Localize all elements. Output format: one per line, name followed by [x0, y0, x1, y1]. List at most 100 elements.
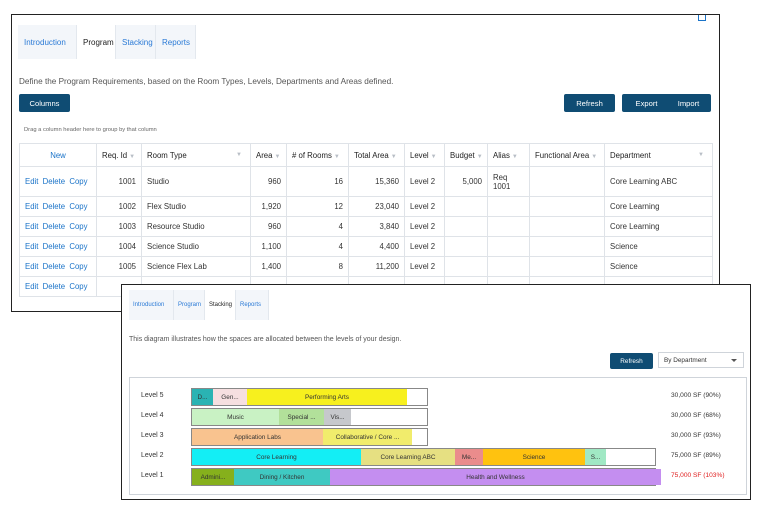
filter-icon[interactable]: ▼	[333, 153, 340, 160]
department-segment[interactable]: Dining / Kitchen	[234, 469, 330, 485]
cell-room-type: Resource Studio	[141, 216, 251, 237]
filter-icon[interactable]: ▼	[274, 153, 281, 160]
stacking-tab-bar: Introduction Program Stacking Reports	[129, 290, 269, 320]
cell-total-area: 4,400	[348, 236, 405, 257]
col-header-area[interactable]: Area ▼	[250, 143, 287, 167]
cell-num-rooms: 8	[286, 256, 349, 277]
tab-introduction[interactable]: Introduction	[18, 25, 77, 59]
delete-link[interactable]: Delete	[42, 202, 66, 211]
delete-link[interactable]: Delete	[42, 222, 66, 231]
filter-icon[interactable]: ▼	[129, 153, 136, 160]
cell-department: Core Learning	[604, 196, 713, 217]
group-by-select[interactable]: By Department	[658, 352, 744, 368]
program-grid: New Req. Id ▼ Room Type ▼ Area ▼ # of Rooms…	[19, 143, 713, 297]
delete-link[interactable]: Delete	[42, 262, 66, 271]
department-segment[interactable]: Gen...	[213, 389, 247, 405]
col-header-num-rooms[interactable]: # of Rooms ▼	[286, 143, 349, 167]
filter-icon[interactable]: ▼	[698, 152, 704, 158]
cell-req-id: 1002	[96, 196, 142, 217]
new-row-link[interactable]: New	[19, 143, 97, 167]
department-segment[interactable]: Admini...	[192, 469, 234, 485]
col-header-alias[interactable]: Alias ▼	[487, 143, 530, 167]
group-drop-zone[interactable]: Drag a column header here to group by th…	[24, 127, 157, 133]
col-header-budget[interactable]: Budget ▼	[444, 143, 488, 167]
tab-stacking[interactable]: Stacking	[205, 290, 236, 320]
tab-program[interactable]: Program	[77, 25, 116, 59]
department-segment[interactable]: Application Labs	[192, 429, 323, 445]
department-segment[interactable]: Performing Arts	[247, 389, 407, 405]
edit-link[interactable]: Edit	[25, 222, 39, 231]
cell-area: 960	[250, 166, 287, 197]
copy-link[interactable]: Copy	[69, 242, 88, 251]
alias-line: Req	[493, 172, 508, 182]
cell-functional-area	[529, 216, 605, 237]
delete-link[interactable]: Delete	[42, 242, 66, 251]
cell-alias	[487, 236, 530, 257]
department-segment[interactable]: S...	[585, 449, 606, 465]
department-segment[interactable]: Health and Wellness	[330, 469, 661, 485]
cell-functional-area	[529, 166, 605, 197]
department-segment[interactable]: Core Learning ABC	[361, 449, 455, 465]
level-summary: 30,000 SF (93%)	[671, 432, 721, 439]
columns-button[interactable]: Columns	[19, 94, 70, 112]
cell-req-id: 1001	[96, 166, 142, 197]
cell-budget	[444, 236, 488, 257]
level-label: Level 4	[141, 412, 164, 419]
filter-icon[interactable]: ▼	[430, 153, 437, 160]
level-summary: 75,000 SF (103%)	[671, 472, 725, 479]
program-description: Define the Program Requirements, based o…	[19, 77, 394, 86]
delete-link[interactable]: Delete	[42, 282, 66, 291]
copy-link[interactable]: Copy	[69, 202, 88, 211]
chevron-down-icon	[731, 359, 737, 362]
tab-reports[interactable]: Reports	[236, 290, 269, 320]
stacking-description: This diagram illustrates how the spaces …	[129, 336, 402, 343]
col-header-total-area[interactable]: Total Area ▼	[348, 143, 405, 167]
filter-icon[interactable]: ▼	[390, 153, 397, 160]
row-actions: Edit Delete Copy	[19, 236, 97, 257]
copy-link[interactable]: Copy	[69, 222, 88, 231]
copy-link[interactable]: Copy	[69, 282, 88, 291]
tab-program[interactable]: Program	[174, 290, 205, 320]
col-header-level[interactable]: Level ▼	[404, 143, 445, 167]
level-bar: D... Gen... Performing Arts	[191, 388, 428, 406]
cell-total-area: 3,840	[348, 216, 405, 237]
copy-link[interactable]: Copy	[69, 177, 88, 186]
cell-room-type: Science Flex Lab	[141, 256, 251, 277]
cell-functional-area	[529, 196, 605, 217]
stacking-refresh-button[interactable]: Refresh	[610, 353, 653, 369]
tab-stacking[interactable]: Stacking	[116, 25, 156, 59]
delete-link[interactable]: Delete	[42, 177, 66, 186]
department-segment[interactable]: Core Learning	[192, 449, 361, 465]
edit-link[interactable]: Edit	[25, 242, 39, 251]
department-segment[interactable]: Special ...	[279, 409, 324, 425]
filter-icon[interactable]: ▼	[476, 153, 483, 160]
department-segment[interactable]: D...	[192, 389, 213, 405]
tab-reports[interactable]: Reports	[156, 25, 196, 59]
filter-icon[interactable]: ▼	[236, 152, 242, 158]
filter-icon[interactable]: ▼	[591, 153, 598, 160]
cell-alias	[487, 216, 530, 237]
cell-budget	[444, 256, 488, 277]
export-button[interactable]: Export	[622, 94, 671, 112]
col-header-room-type[interactable]: Room Type ▼	[141, 143, 251, 167]
edit-link[interactable]: Edit	[25, 177, 39, 186]
col-header-functional-area[interactable]: Functional Area ▼	[529, 143, 605, 167]
col-header-department[interactable]: Department ▼	[604, 143, 713, 167]
cell-req-id: 1003	[96, 216, 142, 237]
department-segment[interactable]: Me...	[455, 449, 483, 465]
department-segment[interactable]: Vis...	[324, 409, 351, 425]
department-segment[interactable]: Music	[192, 409, 279, 425]
edit-link[interactable]: Edit	[25, 202, 39, 211]
tab-introduction[interactable]: Introduction	[129, 290, 174, 320]
expand-icon[interactable]	[698, 15, 706, 21]
department-segment[interactable]: Collaborative / Core ...	[323, 429, 412, 445]
level-summary: 75,000 SF (89%)	[671, 452, 721, 459]
col-header-req-id[interactable]: Req. Id ▼	[96, 143, 142, 167]
copy-link[interactable]: Copy	[69, 262, 88, 271]
edit-link[interactable]: Edit	[25, 262, 39, 271]
filter-icon[interactable]: ▼	[511, 153, 518, 160]
import-button[interactable]: Import	[666, 94, 711, 112]
refresh-button[interactable]: Refresh	[564, 94, 615, 112]
edit-link[interactable]: Edit	[25, 282, 39, 291]
department-segment[interactable]: Science	[483, 449, 585, 465]
